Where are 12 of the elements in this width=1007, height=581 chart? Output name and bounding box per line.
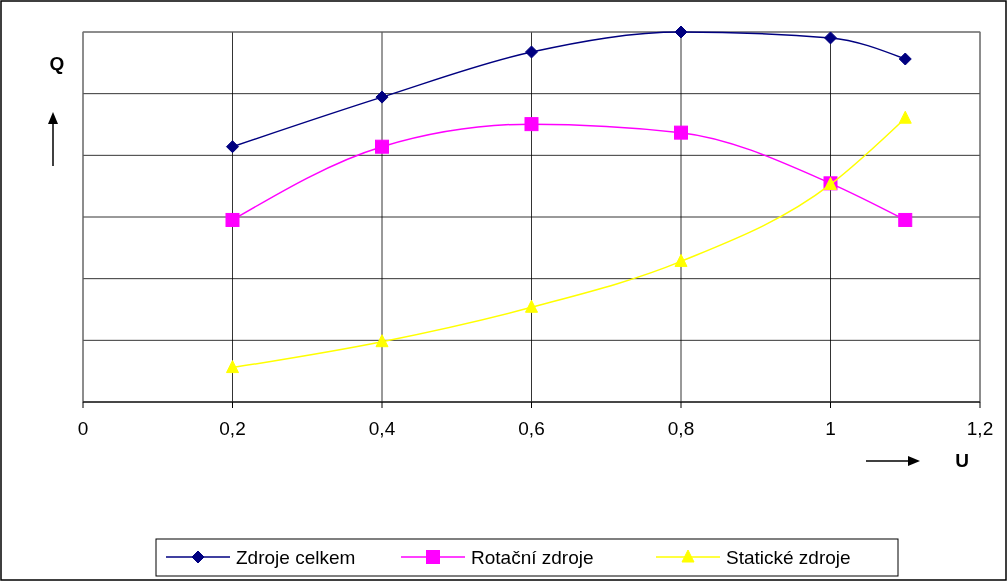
x-tick-label: 0,6 [518,418,545,439]
x-tick-label: 1 [825,418,836,439]
x-tick-label: 1,2 [966,418,994,439]
x-tick-label: 0,8 [667,418,695,439]
x-tick-label: 0,4 [368,418,396,439]
x-tick-label: 0 [77,418,89,439]
x-axis-title: U [955,450,969,471]
legend-label: Statické zdroje [726,547,851,568]
legend-label: Zdroje celkem [236,547,356,568]
y-axis-title: Q [49,53,65,74]
x-tick-label: 0,2 [219,418,246,439]
legend-label: Rotační zdroje [471,547,594,568]
